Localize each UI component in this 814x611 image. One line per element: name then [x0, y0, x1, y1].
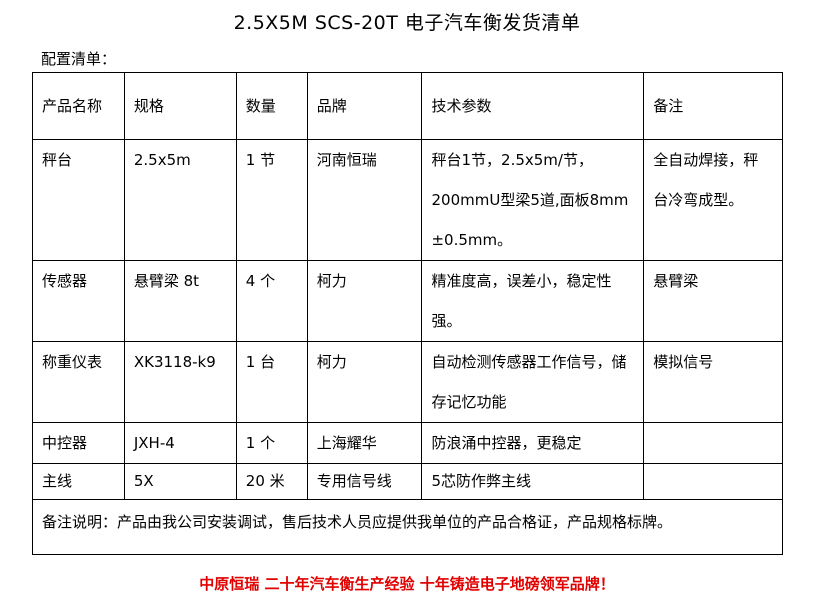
table-cell: 防浪涌中控器，更稳定	[421, 422, 645, 464]
table-cell: 称重仪表	[32, 341, 125, 423]
table-cell: XK3118-k9	[123, 341, 237, 423]
table-row: 主线 5X 20 米 专用信号线 5芯防作弊主线	[32, 463, 783, 500]
section-label: 配置清单：	[41, 50, 117, 68]
table-cell: 2.5x5m	[123, 139, 237, 261]
header-cell: 产品名称	[32, 72, 125, 140]
table-cell: 5X	[123, 463, 237, 500]
header-cell: 技术参数	[421, 72, 645, 140]
page-title: 2.5X5M SCS-20T 电子汽车衡发货清单	[233, 12, 581, 34]
header-cell: 数量	[235, 72, 308, 140]
table-cell: 传感器	[32, 260, 125, 342]
table-cell: 柯力	[306, 260, 423, 342]
header-cell: 规格	[123, 72, 237, 140]
table-cell: 柯力	[306, 341, 423, 423]
table-header-row: 产品名称 规格 数量 品牌 技术参数 备注	[32, 72, 783, 140]
table-cell: 4 个	[235, 260, 308, 342]
header-cell: 品牌	[306, 72, 423, 140]
table-cell: 专用信号线	[306, 463, 423, 500]
table-cell: 1 节	[235, 139, 308, 261]
table-row: 秤台 2.5x5m 1 节 河南恒瑞 秤台1节，2.5x5m/节，200mmU型…	[32, 139, 783, 261]
header-cell: 备注	[643, 72, 783, 140]
table-cell: 中控器	[32, 422, 125, 464]
table-cell: 全自动焊接，秤台冷弯成型。	[643, 139, 783, 261]
table-cell: 秤台1节，2.5x5m/节，200mmU型梁5道,面板8mm ±0.5mm。	[421, 139, 645, 261]
table-cell: 1 台	[235, 341, 308, 423]
table-cell: 1 个	[235, 422, 308, 464]
footer-slogan: 中原恒瑞 二十年汽车衡生产经验 十年铸造电子地磅领军品牌！	[199, 575, 615, 593]
table-cell: 20 米	[235, 463, 308, 500]
table-cell: 主线	[32, 463, 125, 500]
table-cell: 自动检测传感器工作信号，储存记忆功能	[421, 341, 645, 423]
table-cell	[643, 422, 783, 464]
table-cell: 上海耀华	[306, 422, 423, 464]
notes-row: 备注说明：产品由我公司安装调试，售后技术人员应提供我单位的产品合格证，产品规格标…	[32, 499, 783, 555]
table-cell: 悬臂梁 8t	[123, 260, 237, 342]
table-cell: 5芯防作弊主线	[421, 463, 645, 500]
table-row: 称重仪表 XK3118-k9 1 台 柯力 自动检测传感器工作信号，储存记忆功能…	[32, 341, 783, 423]
table-cell	[643, 463, 783, 500]
notes-text: 备注说明：产品由我公司安装调试，售后技术人员应提供我单位的产品合格证，产品规格标…	[32, 499, 783, 555]
table-cell: 秤台	[32, 139, 125, 261]
shipping-list-table: 产品名称 规格 数量 品牌 技术参数 备注 秤台 2.5x5m 1 节 河南恒瑞…	[32, 72, 783, 555]
table-cell: 模拟信号	[643, 341, 783, 423]
table-cell: 精准度高，误差小，稳定性强。	[421, 260, 645, 342]
table-cell: 悬臂梁	[643, 260, 783, 342]
table-row: 传感器 悬臂梁 8t 4 个 柯力 精准度高，误差小，稳定性强。 悬臂梁	[32, 260, 783, 342]
table-row: 中控器 JXH-4 1 个 上海耀华 防浪涌中控器，更稳定	[32, 422, 783, 464]
table-cell: 河南恒瑞	[306, 139, 423, 261]
table-cell: JXH-4	[123, 422, 237, 464]
